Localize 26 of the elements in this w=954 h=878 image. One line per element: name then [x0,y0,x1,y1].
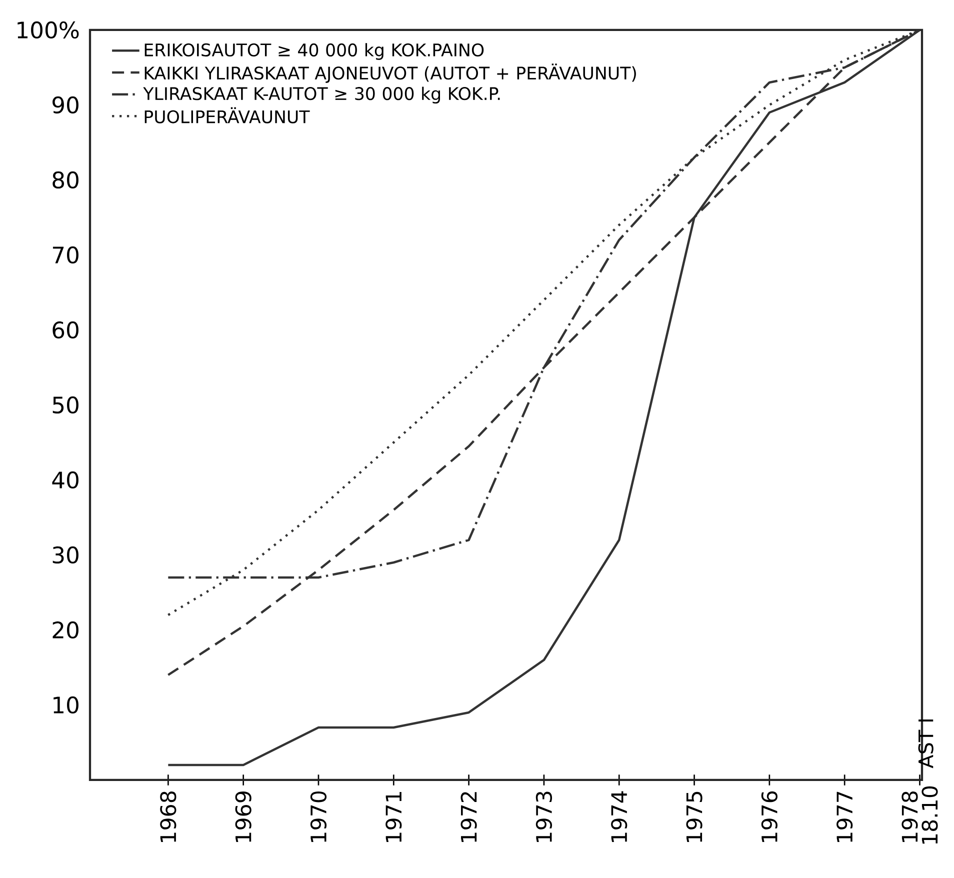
y-tick-label: 100% [18,21,79,39]
x-tick-label: 1971 [386,792,402,842]
y-tick-label: 30 [52,546,78,564]
x-tick-label: 1973 [536,792,552,842]
legend-label: KAIKKI YLIRASKAAT AJONEUVOT (AUTOT + PERÄVAUNUT) [144,64,636,83]
y-tick-label: 60 [52,321,78,339]
y-tick-label: 10 [54,696,78,714]
y-tick-label: 70 [52,246,78,264]
x-tick-label: 1969 [235,792,252,842]
y-tick-label: 20 [52,621,78,639]
x-tick-label: 1978 18.10 [902,786,938,844]
x-tick-label: 1976 [761,791,778,842]
x-tick-label: 1970 [310,791,327,842]
y-tick-label: 80 [52,171,78,189]
x-tick-label: 1974 [611,791,628,842]
x-tick-label: 1968 [160,792,176,842]
y-tick-label: 40 [52,471,78,489]
annotation: AST I [918,720,934,768]
x-tick-label: 1972 [460,792,477,842]
x-tick-label: 1975 [686,792,702,842]
legend-label: PUOLIPERÄVAUNUT [144,107,310,124]
y-tick-label: 90 [52,96,78,114]
x-tick-label: 1977 [836,792,853,842]
legend-label: YLIRASKAAT K-AUTOT ≥ 30 000 kg KOK.P. [143,86,500,104]
y-tick-label: 50 [52,396,78,414]
legend-label: ERIKOISAUTOT ≥ 40 000 kg KOK.PAINO [144,43,484,60]
